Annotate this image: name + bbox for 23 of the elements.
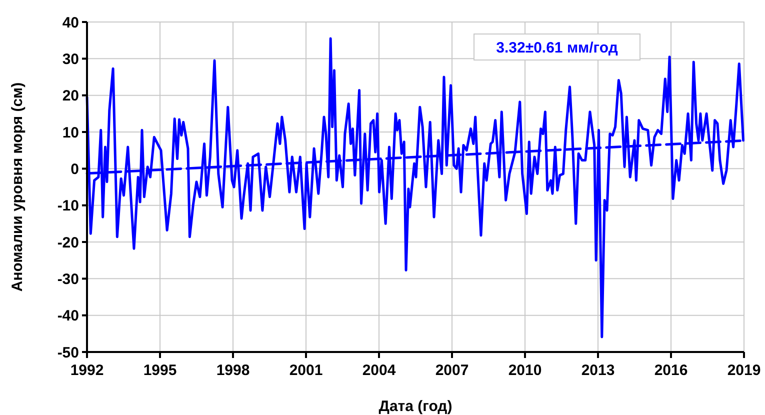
x-tick-label: 1998 [216,362,250,379]
y-tick-label: -30 [57,270,79,288]
x-tick-label: 2001 [289,362,323,379]
y-tick-label: 40 [62,14,79,32]
annotation: 3.32±0.61 мм/год [496,39,618,56]
x-tick-label: 2019 [727,362,761,379]
y-tick-label: -20 [57,234,79,252]
x-tick-label: 1992 [70,362,104,379]
y-axis-title: Аномалии уровня моря (см) [9,82,26,292]
y-tick-label: 10 [62,124,79,142]
x-tick-label: 2016 [654,362,688,379]
y-tick-label: 20 [62,88,79,105]
x-tick-label: 2004 [362,362,396,379]
y-tick-label: -10 [57,198,79,215]
x-tick-label: 1995 [143,362,177,379]
x-tick-label: 2007 [435,362,469,379]
y-tick-label: 30 [62,50,79,68]
x-axis-title: Дата (год) [378,398,452,415]
y-tick-label: 0 [70,160,79,178]
y-tick-label: -40 [57,308,79,325]
x-tick-label: 2013 [581,362,615,379]
y-tick-label: -50 [57,344,79,362]
x-tick-label: 2010 [508,362,542,379]
